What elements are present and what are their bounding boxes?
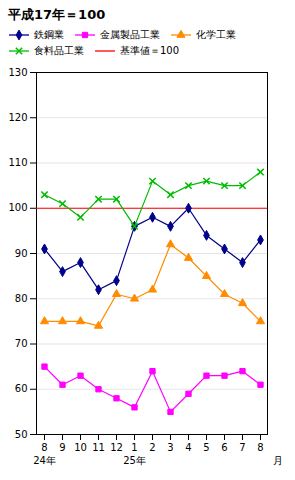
svg-text:8: 8 (257, 442, 263, 453)
html-text:基準値＝100: 基準値＝100 (120, 45, 180, 56)
svg-text:100: 100 (8, 202, 27, 213)
svg-text:10: 10 (74, 442, 87, 453)
svg-text:12: 12 (110, 442, 123, 453)
svg-text:2: 2 (149, 442, 155, 453)
svg-text:月: 月 (273, 455, 283, 466)
svg-text:70: 70 (15, 338, 28, 349)
svg-text:24年: 24年 (33, 455, 56, 466)
svg-text:7: 7 (239, 442, 245, 453)
svg-text:130: 130 (8, 67, 27, 78)
svg-text:4: 4 (185, 442, 191, 453)
svg-text:120: 120 (8, 112, 27, 123)
svg-text:90: 90 (15, 248, 28, 259)
svg-text:60: 60 (15, 383, 28, 394)
html-text:食料品工業: 食料品工業 (34, 45, 84, 56)
svg-text:3: 3 (167, 442, 173, 453)
html-text:化学工業: 化学工業 (196, 29, 236, 40)
svg-text:80: 80 (15, 293, 28, 304)
svg-text:8: 8 (41, 442, 47, 453)
svg-text:110: 110 (8, 157, 27, 168)
svg-text:6: 6 (221, 442, 227, 453)
svg-text:1: 1 (131, 442, 137, 453)
svg-text:25年: 25年 (123, 455, 146, 466)
svg-text:11: 11 (92, 442, 105, 453)
html-text:平成17年＝100: 平成17年＝100 (8, 7, 106, 22)
svg-text:5: 5 (203, 442, 209, 453)
svg-text:50: 50 (15, 429, 28, 440)
html-text:鉄鋼業: 鉄鋼業 (34, 29, 64, 40)
svg-text:9: 9 (59, 442, 65, 453)
html-text:金属製品工業: 金属製品工業 (100, 29, 160, 40)
